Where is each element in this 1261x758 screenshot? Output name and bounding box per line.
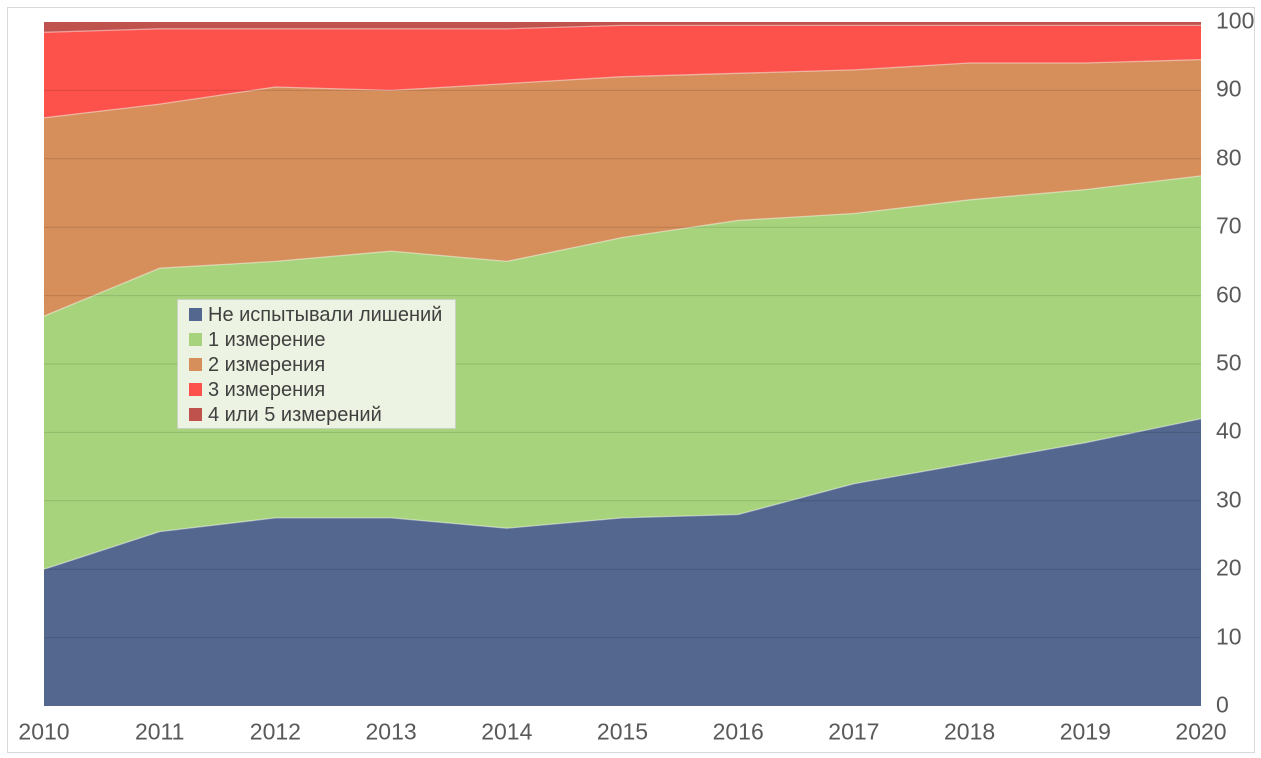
y-axis-label: 10 <box>1216 623 1242 650</box>
legend-item: 4 или 5 измерений <box>178 402 455 427</box>
series-boundary-line <box>44 175 1201 317</box>
series-boundary-line <box>44 58 1201 119</box>
x-axis-label: 2017 <box>828 718 880 745</box>
legend-label: 2 измерения <box>208 353 326 376</box>
y-axis-label: 50 <box>1216 349 1242 376</box>
x-axis-label: 2010 <box>18 718 70 745</box>
x-axis-label: 2018 <box>944 718 996 745</box>
x-axis-label: 2011 <box>134 718 185 745</box>
legend-label: 3 измерения <box>208 378 326 401</box>
y-axis-label: 0 <box>1216 691 1229 718</box>
legend-swatch-icon <box>189 358 202 371</box>
x-axis-label: 2012 <box>249 718 301 745</box>
legend-swatch-icon <box>189 333 202 346</box>
legend-swatch-icon <box>189 308 202 321</box>
y-axis-label: 30 <box>1216 486 1242 513</box>
legend-item: 3 измерения <box>178 377 455 402</box>
y-axis-label: 20 <box>1216 554 1242 581</box>
legend-label: 1 измерение <box>208 328 326 351</box>
series-boundary-line <box>44 24 1201 33</box>
legend-label: Не испытывали лишений <box>208 303 443 326</box>
x-axis-label: 2015 <box>596 718 649 745</box>
x-axis-label: 2016 <box>712 718 764 745</box>
y-axis-label: 100 <box>1216 7 1255 34</box>
series-boundary-line <box>44 418 1201 570</box>
y-axis-label: 70 <box>1216 212 1242 239</box>
y-axis-label: 60 <box>1216 281 1242 308</box>
y-axis-label: 80 <box>1216 144 1242 171</box>
x-axis-label: 2019 <box>1059 718 1111 745</box>
legend-swatch-icon <box>189 383 202 396</box>
legend-item: 1 измерение <box>178 327 455 352</box>
legend-item: Не испытывали лишений <box>178 302 455 327</box>
x-axis-label: 2020 <box>1175 718 1227 745</box>
legend-label: 4 или 5 измерений <box>208 403 382 426</box>
legend: Не испытывали лишений 1 измерение 2 измере… <box>177 299 456 429</box>
legend-item: 2 измерения <box>178 352 455 377</box>
y-axis-label: 40 <box>1216 417 1242 444</box>
x-axis-label: 2014 <box>481 718 533 745</box>
area-series-0 <box>44 418 1201 706</box>
legend-swatch-icon <box>189 408 202 421</box>
x-axis-label: 2013 <box>365 718 417 745</box>
y-axis-label: 90 <box>1216 75 1242 102</box>
